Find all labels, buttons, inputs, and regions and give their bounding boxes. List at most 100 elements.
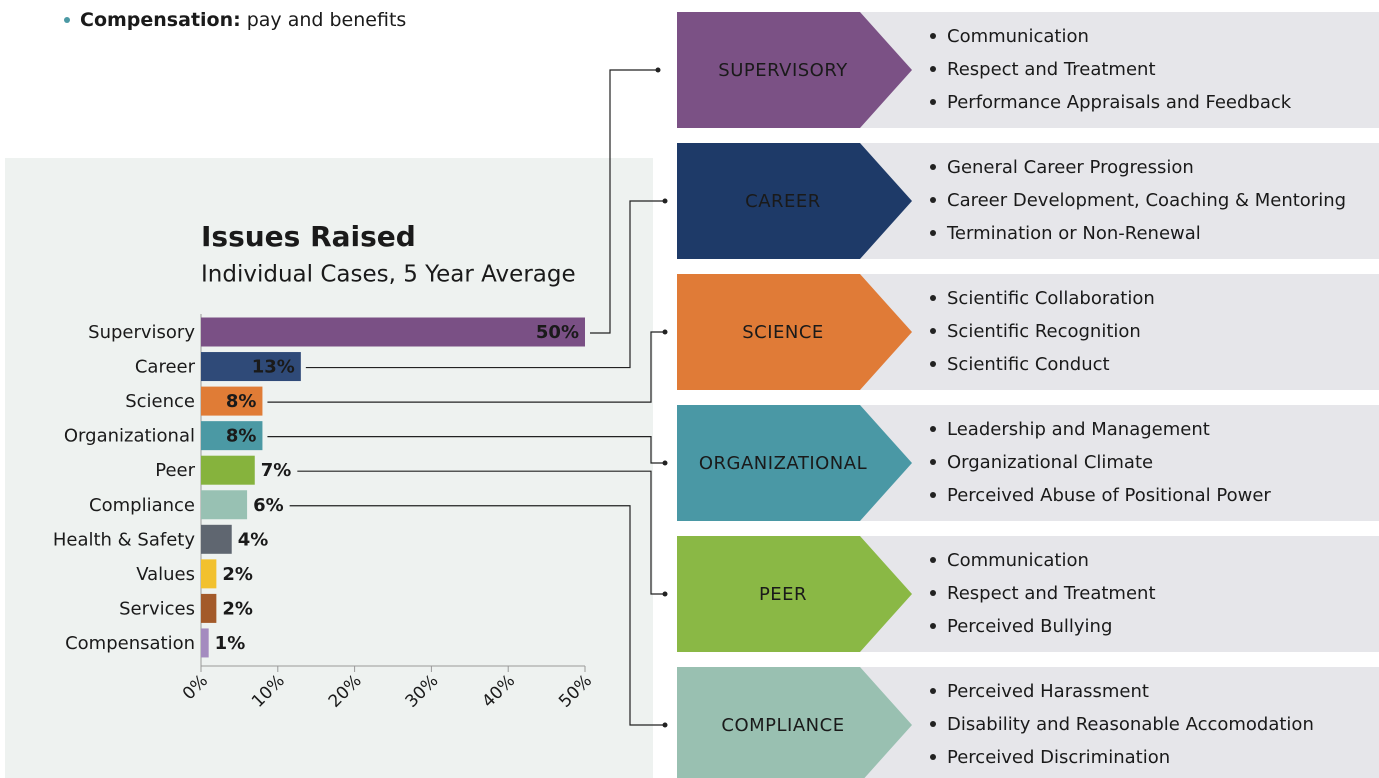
item-bullet	[930, 688, 936, 694]
value-label: 2%	[222, 564, 253, 585]
value-label: 7%	[261, 460, 292, 481]
value-label: 6%	[253, 495, 284, 516]
panel-item: General Career Progression	[947, 157, 1194, 178]
bar	[201, 317, 585, 347]
value-label: 13%	[252, 357, 295, 378]
item-bullet	[930, 754, 936, 760]
panel-label: PEER	[759, 584, 807, 605]
panel-label: ORGANIZATIONAL	[699, 453, 867, 474]
panel-item: Scientific Collaboration	[947, 288, 1155, 309]
panel-chevron	[677, 667, 912, 778]
category-panel: CAREER General Career Progression Career D…	[677, 143, 1379, 259]
item-bullet	[930, 623, 936, 629]
item-bullet	[930, 66, 936, 72]
connector-dot	[662, 329, 668, 335]
bar	[201, 455, 255, 485]
bar	[201, 628, 209, 658]
category-panel: SCIENCE Scientific Collaboration Scientifi…	[677, 274, 1379, 390]
panel-chevron	[677, 143, 912, 259]
item-bullet	[930, 426, 936, 432]
value-label: 8%	[226, 391, 257, 412]
connector	[305, 200, 665, 369]
item-bullet	[930, 492, 936, 498]
connector-dot	[662, 460, 668, 466]
panel-label: SUPERVISORY	[718, 60, 848, 81]
item-bullet	[930, 590, 936, 596]
panel-item: Disability and Reasonable Accomodation	[947, 714, 1314, 735]
panel-item: Organizational Climate	[947, 452, 1153, 473]
chart-background	[5, 158, 653, 778]
category-label: Compliance	[89, 495, 195, 516]
connector	[267, 436, 665, 464]
bar	[201, 352, 301, 382]
intro-line: Compensation: pay and benefits	[80, 9, 406, 31]
connector	[590, 69, 658, 334]
item-bullet	[930, 197, 936, 203]
panel-item: Leadership and Management	[947, 419, 1210, 440]
value-label: 4%	[238, 529, 269, 550]
value-label: 50%	[536, 322, 579, 343]
connector-dot	[662, 591, 668, 597]
item-bullet	[930, 328, 936, 334]
panel-background	[860, 143, 1379, 259]
intro-text: pay and benefits	[247, 9, 407, 31]
panel-background	[860, 274, 1379, 390]
panel-item: Communication	[947, 550, 1089, 571]
item-bullet	[930, 99, 936, 105]
value-label: 1%	[215, 633, 246, 654]
panel-chevron	[677, 12, 912, 128]
connector-dot	[662, 198, 668, 204]
panel-item: Termination or Non-Renewal	[946, 223, 1201, 244]
category-label: Supervisory	[88, 322, 195, 343]
panel-chevron	[677, 405, 912, 521]
connector	[297, 470, 665, 595]
item-bullet	[930, 230, 936, 236]
chart-title: Issues Raised	[201, 220, 416, 253]
panel-item: Career Development, Coaching & Mentoring	[947, 190, 1346, 211]
panel-background	[860, 536, 1379, 652]
panel-background	[860, 667, 1379, 778]
category-label: Career	[135, 357, 196, 378]
category-panel: ORGANIZATIONAL Leadership and Management O…	[677, 405, 1379, 521]
bar	[201, 559, 217, 589]
value-label: 2%	[222, 598, 253, 619]
category-label: Compensation	[65, 633, 195, 654]
panel-item: Communication	[947, 26, 1089, 47]
panel-label: SCIENCE	[742, 322, 824, 343]
bar	[201, 421, 263, 451]
panel-background	[860, 12, 1379, 128]
category-label: Organizational	[64, 426, 195, 447]
bar	[201, 490, 248, 520]
category-label: Services	[119, 598, 195, 619]
panel-item: Perceived Bullying	[947, 616, 1112, 637]
panel-item: Respect and Treatment	[947, 583, 1156, 604]
item-bullet	[930, 721, 936, 727]
category-panel: PEER Communication Respect and Treatment Pe…	[677, 536, 1379, 652]
bar	[201, 524, 232, 554]
item-bullet	[930, 459, 936, 465]
panel-background	[860, 405, 1379, 521]
panel-item: Perceived Harassment	[947, 681, 1149, 702]
panel-chevron	[677, 536, 912, 652]
value-label: 8%	[226, 426, 257, 447]
item-bullet	[930, 33, 936, 39]
panel-item: Performance Appraisals and Feedback	[947, 92, 1292, 113]
panel-item: Scientific Recognition	[947, 321, 1141, 342]
category-label: Science	[125, 391, 195, 412]
panel-chevron	[677, 274, 912, 390]
item-bullet	[930, 295, 936, 301]
category-label: Values	[136, 564, 195, 585]
panel-label: CAREER	[745, 191, 821, 212]
category-panel: SUPERVISORY Communication Respect and Trea…	[677, 12, 1379, 128]
panel-item: Perceived Discrimination	[947, 747, 1170, 768]
connector	[289, 505, 665, 726]
bullet	[64, 17, 70, 23]
bar	[201, 593, 217, 623]
category-panel: COMPLIANCE Perceived Harassment Disability…	[677, 667, 1379, 778]
item-bullet	[930, 164, 936, 170]
category-label: Peer	[155, 460, 195, 481]
chart-subtitle: Individual Cases, 5 Year Average	[201, 262, 576, 288]
panel-label: COMPLIANCE	[721, 715, 844, 736]
item-bullet	[930, 557, 936, 563]
